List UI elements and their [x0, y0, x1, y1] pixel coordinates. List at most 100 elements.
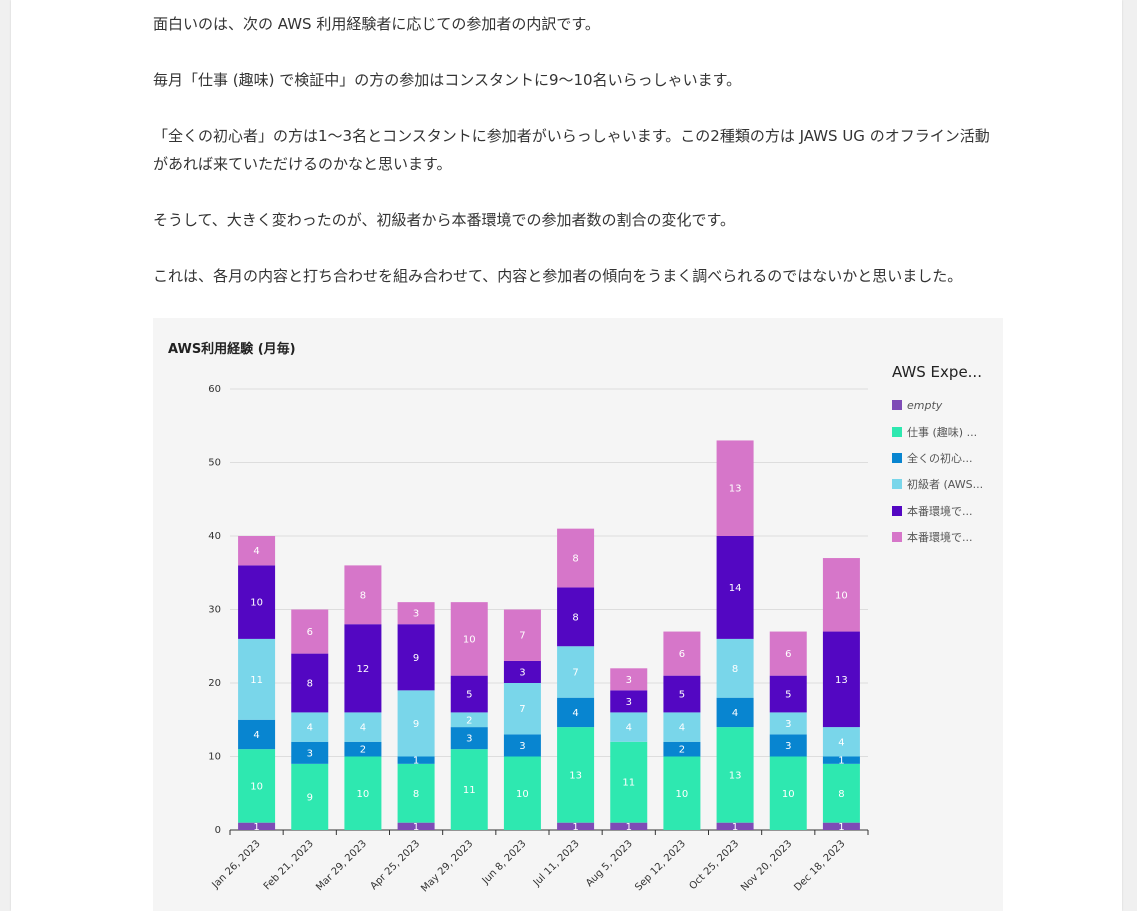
y-tick-label: 50: [208, 458, 221, 469]
x-tick-label: May 29, 2023: [419, 838, 475, 894]
x-tick-label: Jun 8, 2023: [480, 838, 529, 887]
legend-item[interactable]: 全くの初心...: [892, 445, 1002, 471]
data-label: 4: [626, 723, 632, 734]
legend-title: AWS Expe...: [892, 363, 982, 381]
legend-item[interactable]: empty: [892, 392, 1002, 418]
bar-segment: [238, 536, 276, 566]
legend-label: 初級者 (AWS...: [907, 478, 984, 492]
data-label: 10: [357, 789, 370, 800]
data-label: 4: [572, 708, 578, 719]
bar-segment: [291, 763, 329, 830]
data-label: 2: [360, 745, 366, 756]
data-label: 10: [676, 789, 689, 800]
bar-segment: [769, 734, 807, 757]
bar-segment: [610, 822, 648, 830]
bar-segment: [557, 587, 595, 647]
data-label: 9: [307, 792, 313, 803]
data-label: 10: [250, 598, 263, 609]
data-label: 11: [622, 778, 635, 789]
bar-segment: [716, 440, 754, 536]
data-label: 2: [466, 715, 472, 726]
bar-segment: [663, 631, 701, 676]
bar-segment: [238, 719, 276, 750]
legend-swatch: [892, 479, 902, 490]
data-label: 3: [785, 741, 791, 752]
y-tick-label: 20: [208, 678, 221, 689]
bar-segment: [291, 741, 329, 764]
y-tick-label: 60: [208, 384, 221, 395]
data-label: 4: [679, 723, 685, 734]
data-label: 11: [463, 785, 476, 796]
bar-segment: [397, 624, 435, 691]
bar-segment: [397, 690, 435, 757]
legend-swatch: [892, 505, 902, 516]
data-label: 8: [838, 789, 844, 800]
data-label: 6: [307, 627, 313, 638]
y-tick-label: 30: [208, 605, 221, 616]
chart-legend: AWS Expe... empty 仕事 (趣味) ... 全くの初心... 初級者 …: [892, 363, 1002, 550]
bar-segment: [769, 712, 807, 735]
data-label: 5: [785, 690, 791, 701]
paragraph-4: そうして、大きく変わったのが、初級者から本番環境での参加者数の割合の変化です。: [153, 211, 736, 229]
x-tick-label: Oct 25, 2023: [687, 838, 741, 892]
legend-label: empty: [907, 398, 943, 412]
data-label: 7: [519, 631, 525, 642]
bar-segment: [291, 609, 329, 654]
bar-segment: [503, 660, 541, 683]
x-tick-label: Jan 26, 2023: [210, 838, 263, 891]
data-label: 4: [253, 730, 259, 741]
legend-label: 仕事 (趣味) ...: [907, 425, 978, 439]
page-background: 面白いのは、次の AWS 利用経験者に応じての参加者の内訳です。 毎月「仕事 (…: [11, 0, 1122, 911]
bar-segment: [557, 822, 595, 830]
bar-segment: [663, 712, 701, 742]
data-label: 3: [466, 734, 472, 745]
bar-segment: [503, 734, 541, 757]
bar-segment: [291, 653, 329, 713]
data-label: 3: [626, 675, 632, 686]
bar-segment: [450, 727, 488, 750]
bar-segment: [344, 624, 382, 713]
data-label: 5: [466, 690, 472, 701]
data-label: 6: [679, 649, 685, 660]
bar-segment: [238, 822, 276, 830]
bar-segment: [610, 741, 648, 823]
y-tick-label: 0: [215, 825, 221, 836]
bar-segment: [716, 822, 754, 830]
legend-item[interactable]: 本番環境で...: [892, 524, 1002, 550]
bar-segment: [503, 683, 541, 735]
data-label: 7: [519, 704, 525, 715]
bar-segment: [557, 727, 595, 823]
chart-card: AWS利用経験 (月毎) 0 10 20 30 40 50 60 1 10 4 11 10 4 9 3 4 8 6 1…: [153, 318, 1003, 911]
data-label: 10: [463, 634, 476, 645]
data-label: 10: [782, 789, 795, 800]
x-tick-label: Apr 25, 2023: [368, 838, 422, 892]
bar-segment: [769, 631, 807, 676]
bar-segment: [610, 668, 648, 691]
data-label: 2: [679, 745, 685, 756]
bar-segment: [769, 756, 807, 830]
data-label: 1: [626, 822, 632, 833]
legend-item[interactable]: 本番環境で...: [892, 498, 1002, 524]
data-label: 10: [516, 789, 529, 800]
data-label: 14: [729, 583, 742, 594]
bar-segment: [344, 741, 382, 757]
article-body: 面白いのは、次の AWS 利用経験者に応じての参加者の内訳です。 毎月「仕事 (…: [153, 10, 1003, 318]
data-label: 7: [572, 667, 578, 678]
bar-segment: [503, 756, 541, 830]
bar-segment: [822, 631, 860, 728]
data-label: 3: [307, 748, 313, 759]
data-label: 3: [519, 667, 525, 678]
chart-title: AWS利用経験 (月毎): [168, 341, 296, 357]
y-tick-label: 10: [208, 752, 221, 763]
data-label: 3: [413, 609, 419, 620]
legend-item[interactable]: 仕事 (趣味) ...: [892, 418, 1002, 444]
legend-swatch: [892, 452, 902, 463]
data-label: 3: [626, 697, 632, 708]
data-label: 8: [572, 612, 578, 623]
x-tick-label: Nov 20, 2023: [739, 838, 794, 893]
bar-segment: [238, 638, 276, 720]
data-label: 10: [835, 590, 848, 601]
legend-item[interactable]: 初級者 (AWS...: [892, 471, 1002, 497]
x-tick-label: Dec 18, 2023: [792, 838, 847, 893]
bar-segment: [716, 727, 754, 823]
